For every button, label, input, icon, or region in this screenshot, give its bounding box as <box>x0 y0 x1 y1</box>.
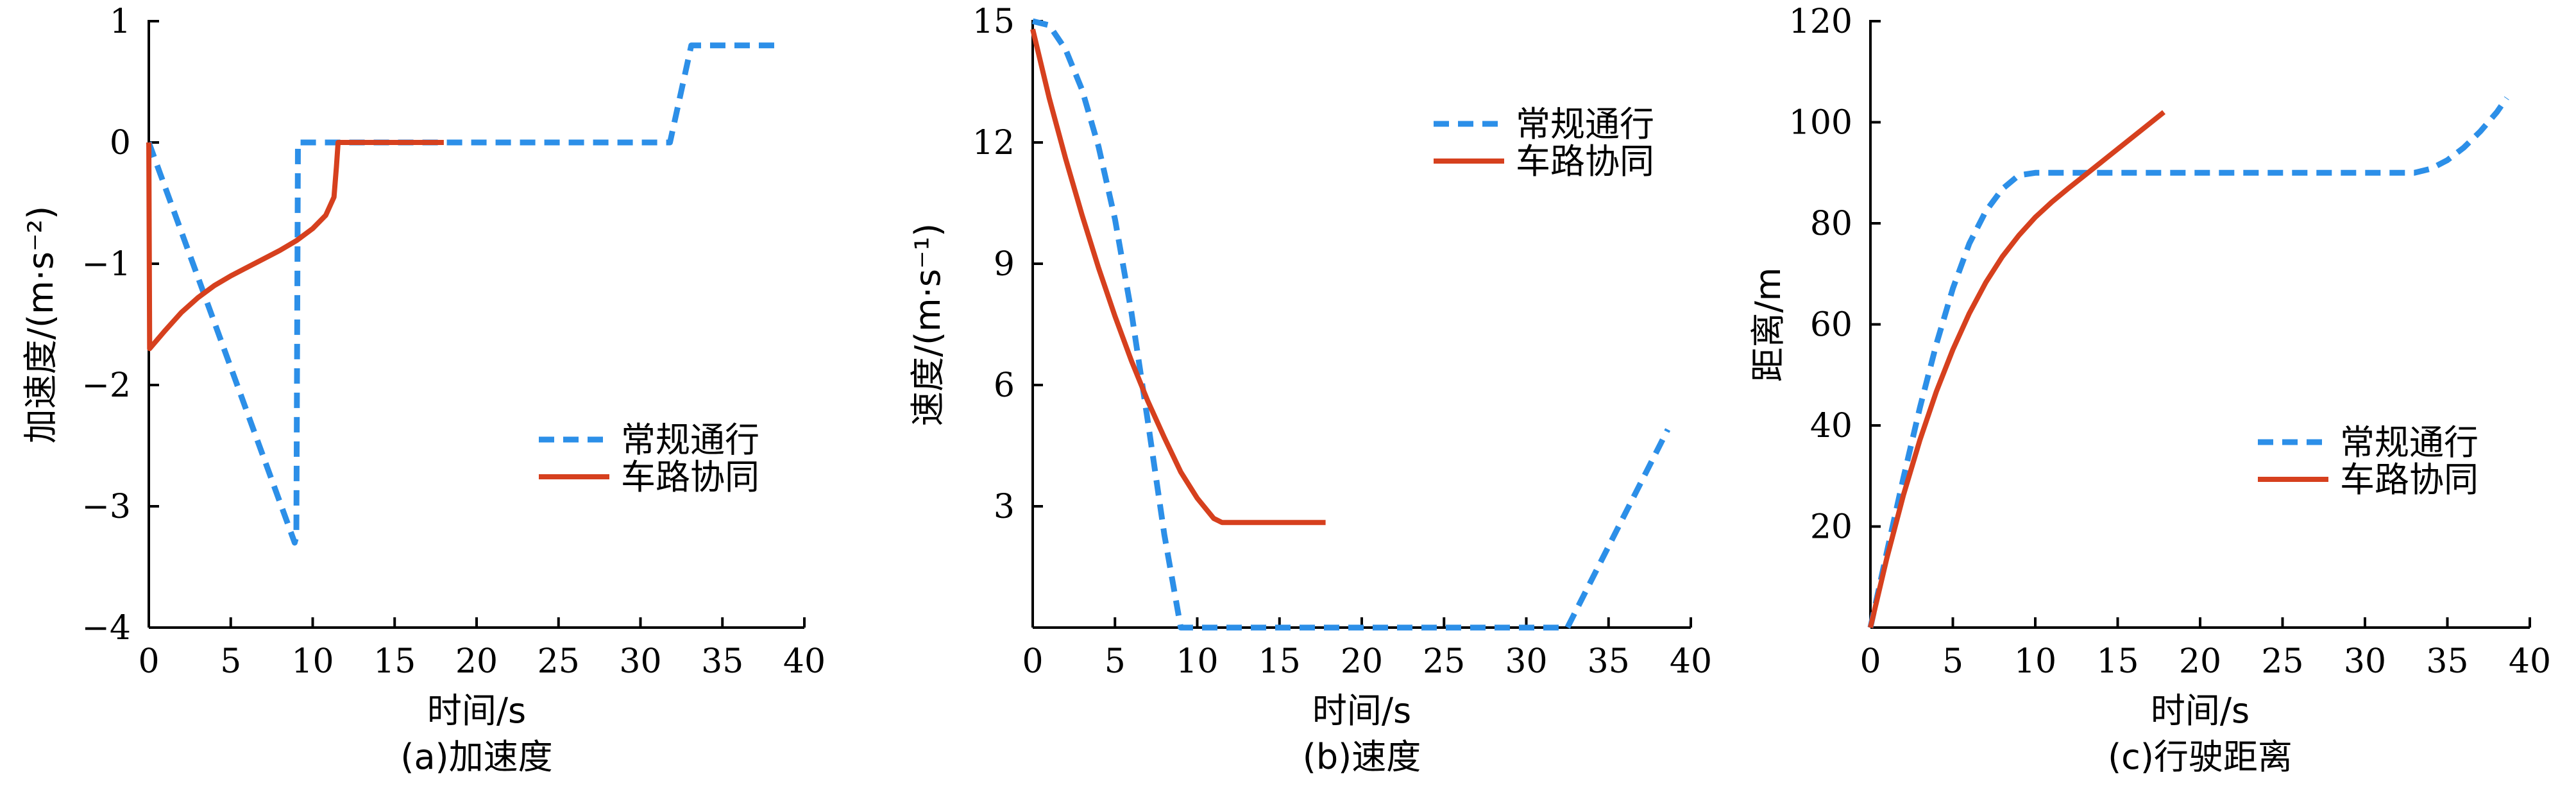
y-tick-label: 3 <box>994 488 1015 526</box>
series-line-cooperative <box>1030 28 1326 526</box>
x-tick-label: 10 <box>1176 642 1218 681</box>
series-line-conventional <box>1867 96 2509 628</box>
chart-panel-1: 0 5 10 15 20 25 30 35 40 3 6 9 12 15 时间/s 速度/(m·s⁻¹) (b)… <box>908 3 1712 777</box>
x-tick-label: 35 <box>2426 642 2468 681</box>
chart-panel-2: 0 5 10 15 20 25 30 35 40 20 40 60 80 100 120 时间/s 距离/m (c… <box>1748 3 2551 777</box>
panel-caption: (b)速度 <box>1303 737 1421 777</box>
x-tick-label: 25 <box>1423 642 1465 681</box>
legend-label: 常规通行 <box>1516 104 1654 144</box>
x-tick-label: 20 <box>455 642 498 681</box>
series-line-cooperative <box>1868 110 2166 628</box>
x-tick-label: 35 <box>1588 642 1630 681</box>
y-tick-label: 100 <box>1789 104 1852 142</box>
legend-label: 常规通行 <box>621 420 759 460</box>
y-tick-label: 0 <box>110 124 131 162</box>
x-tick-label: 0 <box>1022 642 1043 681</box>
x-tick-label: 30 <box>1505 642 1547 681</box>
y-tick-label: −3 <box>81 488 131 526</box>
chart-panel-0: 0 5 10 15 20 25 30 35 40 −4 −3 −2 −1 0 1 时间/s 加速度/(m·s⁻²… <box>21 3 826 777</box>
x-tick-label: 40 <box>783 642 826 681</box>
y-axis-title: 加速度/(m·s⁻²) <box>21 206 61 443</box>
series-line-cooperative <box>146 140 444 352</box>
x-tick-label: 10 <box>2014 642 2056 681</box>
y-axis-title: 距离/m <box>1748 268 1788 382</box>
x-tick-label: 30 <box>619 642 661 681</box>
x-tick-label: 30 <box>2344 642 2386 681</box>
x-tick-label: 5 <box>1105 642 1126 681</box>
y-tick-label: 40 <box>1810 407 1852 445</box>
x-tick-label: 40 <box>2509 642 2551 681</box>
x-axis-title: 时间/s <box>1312 690 1411 731</box>
y-tick-label: 60 <box>1810 306 1852 345</box>
y-tick-label: 120 <box>1789 3 1852 41</box>
y-tick-label: 6 <box>994 366 1015 405</box>
y-tick-label: 9 <box>994 245 1015 284</box>
legend-label: 车路协同 <box>2340 459 2479 500</box>
y-tick-label: −4 <box>81 609 131 647</box>
y-axis-title: 速度/(m·s⁻¹) <box>908 223 948 426</box>
y-tick-label: 20 <box>1810 508 1852 547</box>
x-tick-label: 15 <box>1258 642 1301 681</box>
x-tick-label: 40 <box>1670 642 1712 681</box>
x-axis-title: 时间/s <box>427 690 526 731</box>
x-tick-label: 15 <box>373 642 416 681</box>
x-tick-label: 15 <box>2096 642 2139 681</box>
y-tick-label: 80 <box>1810 205 1852 243</box>
panel-caption: (a)加速度 <box>400 737 552 777</box>
panel-caption: (c)行驶距离 <box>2108 737 2292 777</box>
y-tick-label: 15 <box>972 3 1015 41</box>
x-tick-label: 0 <box>1860 642 1881 681</box>
x-tick-label: 5 <box>220 642 241 681</box>
legend-label: 常规通行 <box>2340 422 2479 463</box>
x-tick-label: 10 <box>291 642 334 681</box>
y-tick-label: −1 <box>81 245 131 284</box>
x-axis-title: 时间/s <box>2151 690 2250 731</box>
y-tick-label: −2 <box>81 366 131 405</box>
x-tick-label: 5 <box>1942 642 1963 681</box>
x-tick-label: 25 <box>2261 642 2303 681</box>
y-tick-label: 12 <box>972 124 1015 162</box>
x-tick-label: 20 <box>1341 642 1383 681</box>
series-line-conventional <box>146 42 782 546</box>
legend-label: 车路协同 <box>621 457 759 497</box>
x-tick-label: 25 <box>538 642 580 681</box>
series-line-conventional <box>1031 18 1671 631</box>
y-tick-label: 1 <box>110 3 131 41</box>
x-tick-label: 20 <box>2179 642 2221 681</box>
x-tick-label: 35 <box>701 642 743 681</box>
x-tick-label: 0 <box>138 642 159 681</box>
legend-label: 车路协同 <box>1516 141 1654 182</box>
